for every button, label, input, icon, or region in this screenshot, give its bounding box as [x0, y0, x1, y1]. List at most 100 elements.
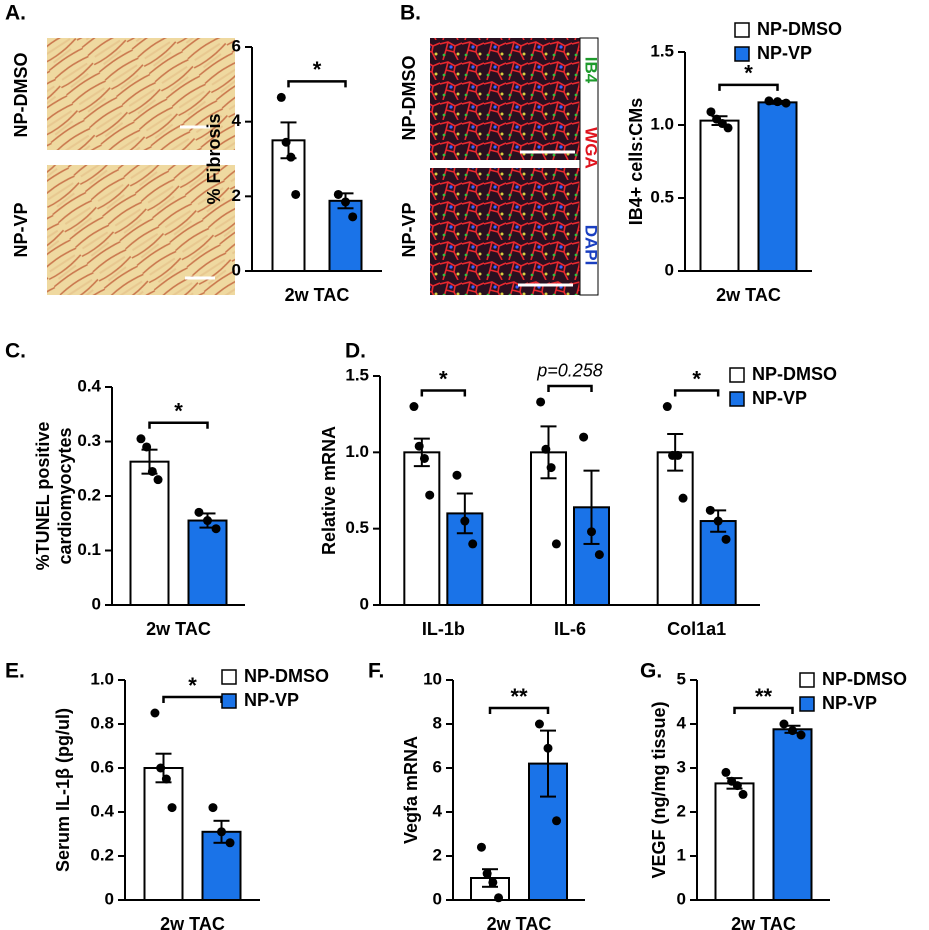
data-point	[142, 442, 152, 452]
y-axis-label: IB4+ cells:CMs	[626, 98, 646, 226]
data-point	[468, 539, 478, 549]
data-point	[482, 869, 492, 879]
y-tick-label: 1.0	[90, 669, 114, 688]
data-point	[781, 98, 791, 108]
panel-label: A.	[5, 2, 26, 25]
data-point	[536, 397, 546, 407]
data-point	[286, 152, 296, 162]
y-axis-label: cardiomyocytes	[55, 427, 75, 564]
bar	[699, 119, 740, 273]
y-tick-label: 0	[360, 594, 369, 613]
data-point	[705, 505, 715, 515]
y-tick-label: 4	[433, 801, 443, 820]
bar	[714, 782, 755, 902]
panel-label: G.	[640, 660, 662, 683]
y-tick-label: 8	[433, 713, 442, 732]
data-point	[594, 550, 604, 560]
y-tick-label: 0	[92, 594, 101, 613]
data-point	[452, 470, 462, 480]
data-point	[713, 516, 723, 526]
data-point	[203, 516, 212, 526]
data-point	[488, 877, 498, 887]
image-row-label: NP-VP	[399, 202, 419, 257]
legend-label: NP-DMSO	[244, 666, 329, 686]
data-point	[773, 97, 782, 107]
data-point	[546, 463, 556, 473]
data-point	[552, 816, 562, 826]
data-point	[225, 838, 235, 848]
panel-label: C.	[5, 340, 26, 363]
significance-label: **	[755, 684, 773, 709]
bar	[699, 520, 737, 606]
data-point	[706, 107, 716, 117]
y-tick-label: 0.8	[90, 713, 114, 732]
significance-label: *	[692, 366, 701, 391]
significance-bracket	[148, 421, 209, 429]
significance-bracket	[420, 389, 467, 397]
y-tick-label: 0	[232, 260, 241, 279]
y-axis-label: % Fibrosis	[204, 113, 224, 204]
data-point	[156, 763, 166, 773]
data-point	[167, 803, 177, 813]
bar	[129, 460, 170, 607]
data-point	[764, 96, 774, 106]
y-axis-label: VEGF (ng/mg tissue)	[649, 701, 669, 878]
y-tick-label: 1.0	[345, 442, 369, 461]
legend-label: NP-VP	[244, 690, 299, 710]
legend-swatch	[734, 46, 750, 62]
x-tick-label: 2w TAC	[716, 285, 781, 305]
data-point	[425, 490, 435, 500]
data-point	[419, 453, 429, 463]
y-tick-label: 1	[677, 845, 686, 864]
significance-bracket	[488, 706, 550, 714]
x-tick-label: Col1a1	[667, 619, 726, 639]
y-tick-label: 1.0	[650, 114, 674, 133]
significance-label: *	[744, 61, 753, 86]
y-tick-label: 4	[677, 713, 687, 732]
data-point	[153, 475, 163, 485]
y-tick-label: 2	[677, 801, 686, 820]
data-point	[738, 789, 748, 799]
y-tick-label: 0.5	[650, 187, 674, 206]
x-tick-label: 2w TAC	[487, 914, 552, 930]
y-axis-label: Serum IL-1β (pg/ul)	[53, 708, 73, 872]
significance-bracket	[733, 706, 794, 714]
y-tick-label: 0	[665, 260, 674, 279]
data-point	[194, 507, 204, 517]
bar	[143, 767, 184, 901]
bar	[187, 519, 228, 607]
legend-swatch	[221, 693, 237, 709]
y-tick-label: 0.5	[345, 518, 369, 537]
y-tick-label: 0.2	[90, 845, 114, 864]
significance-label: p=0.258	[536, 361, 603, 381]
y-tick-label: 1.5	[650, 41, 674, 60]
legend-swatch	[799, 672, 815, 688]
data-point	[788, 726, 797, 736]
data-point	[662, 402, 672, 412]
significance-bracket	[162, 695, 223, 703]
legend-label: NP-VP	[752, 388, 807, 408]
y-tick-label: 0.2	[77, 485, 101, 504]
bar	[328, 199, 363, 273]
data-point	[414, 441, 424, 451]
image-row-label: NP-VP	[11, 202, 31, 257]
data-point	[281, 137, 291, 147]
data-point	[476, 842, 486, 852]
y-axis-label: Relative mRNA	[319, 426, 339, 555]
data-point	[333, 189, 343, 199]
data-point	[543, 743, 553, 753]
legend-label: NP-VP	[757, 43, 812, 63]
legend-label: NP-DMSO	[757, 19, 842, 39]
significance-label: *	[188, 673, 197, 698]
significance-label: *	[439, 366, 448, 391]
image-row-label: NP-DMSO	[11, 53, 31, 138]
x-tick-label: 2w TAC	[146, 619, 211, 639]
y-tick-label: 0	[677, 889, 686, 908]
y-tick-label: 0	[105, 889, 114, 908]
fluorescence-image	[430, 38, 580, 160]
y-tick-label: 2	[232, 186, 241, 205]
data-point	[732, 781, 742, 791]
data-point	[541, 444, 551, 454]
y-tick-label: 3	[677, 757, 686, 776]
